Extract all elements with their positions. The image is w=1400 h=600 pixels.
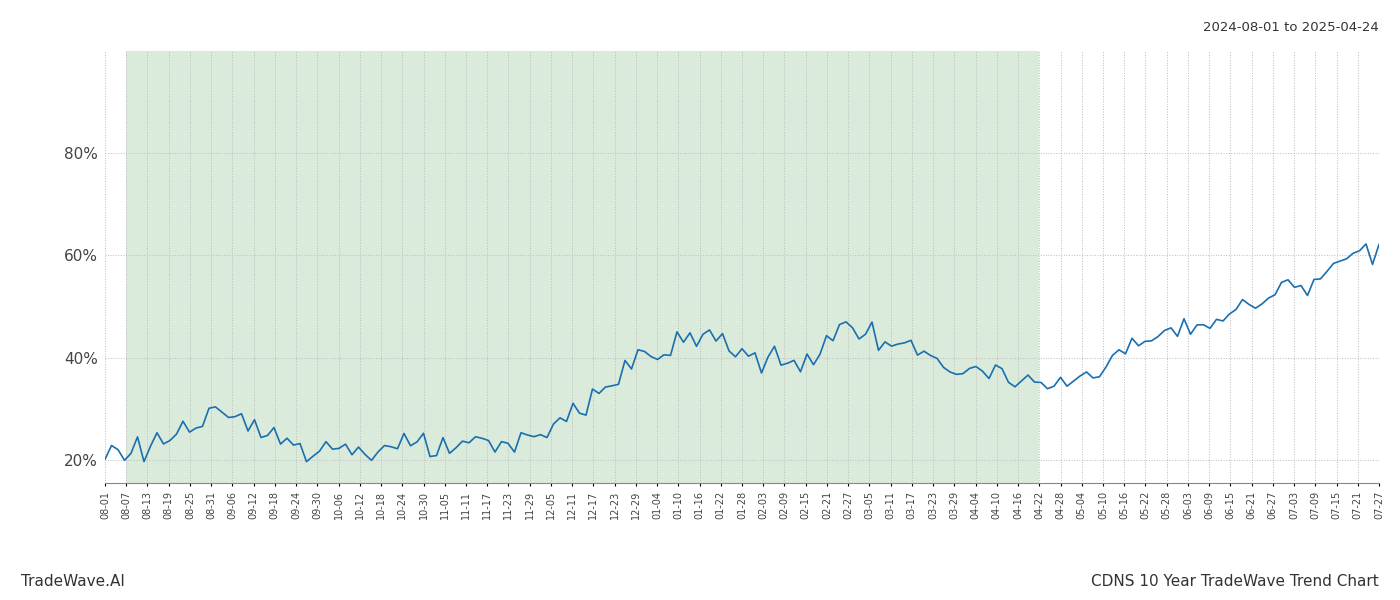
Text: CDNS 10 Year TradeWave Trend Chart: CDNS 10 Year TradeWave Trend Chart xyxy=(1091,574,1379,589)
Bar xyxy=(126,51,1039,483)
Text: 2024-08-01 to 2025-04-24: 2024-08-01 to 2025-04-24 xyxy=(1203,21,1379,34)
Text: TradeWave.AI: TradeWave.AI xyxy=(21,574,125,589)
